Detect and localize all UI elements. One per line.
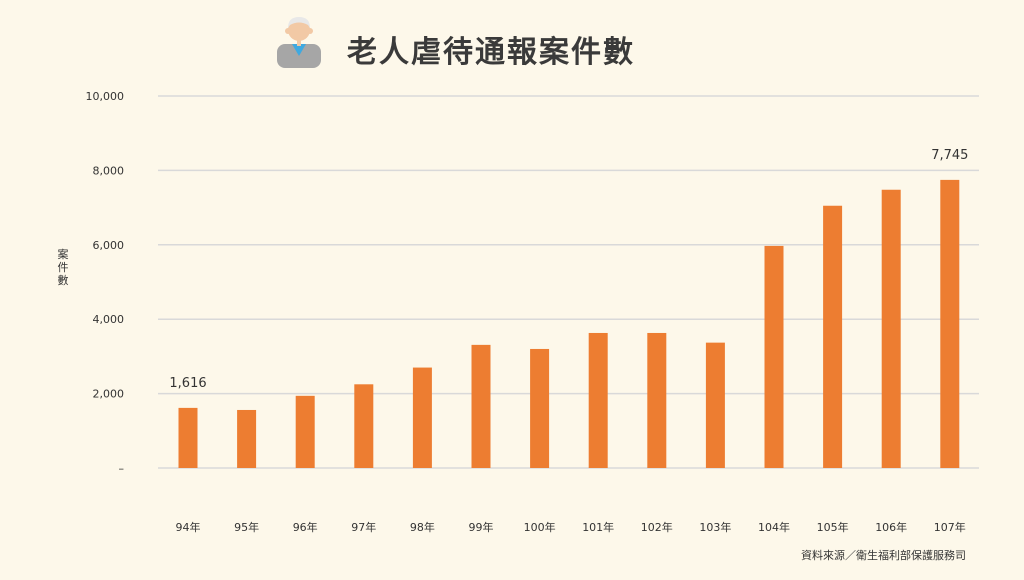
data-labels: 1,616 7,745: [169, 148, 968, 391]
x-tick-label: 107年: [934, 520, 966, 534]
y-tick-label: 8,000: [93, 164, 125, 177]
bar-105年: [823, 205, 843, 469]
bar-100年: [530, 348, 550, 468]
gridlines: [158, 95, 979, 469]
bar-97年: [354, 384, 374, 468]
bar-102年: [647, 332, 667, 468]
x-tick-label: 97年: [351, 520, 376, 534]
y-tick-label: –: [119, 462, 125, 475]
bar-96年: [295, 395, 315, 468]
x-tick-label: 101年: [582, 520, 614, 534]
y-axis-label: 案件數: [58, 247, 69, 287]
x-tick-label: 99年: [469, 520, 494, 534]
x-tick-label: 96年: [293, 520, 318, 534]
x-axis-tick-labels: 94年 95年 96年 97年 98年 99年 100年 101年 102年 103年 104年 10…: [176, 520, 966, 534]
bar-107年: [940, 179, 960, 469]
data-label: 1,616: [169, 376, 206, 391]
y-tick-label: 4,000: [93, 313, 125, 326]
bars: [178, 179, 960, 469]
y-tick-label: 10,000: [86, 90, 125, 103]
x-tick-label: 106年: [875, 520, 907, 534]
y-axis-tick-labels: – 2,000 4,000 6,000 8,000 10,000: [86, 90, 125, 475]
x-tick-label: 95年: [234, 520, 259, 534]
x-tick-label: 98年: [410, 520, 435, 534]
y-tick-label: 6,000: [93, 239, 125, 252]
x-tick-label: 104年: [758, 520, 790, 534]
x-tick-label: 94年: [176, 520, 201, 534]
source-note: 資料來源／衛生福利部保護服務司: [801, 548, 966, 562]
bar-106年: [881, 189, 901, 468]
bar-103年: [705, 342, 725, 468]
x-tick-label: 102年: [641, 520, 673, 534]
elderly-person-icon: [277, 17, 321, 68]
x-tick-label: 100年: [524, 520, 556, 534]
chart-title: 老人虐待通報案件數: [347, 35, 635, 70]
bar-101年: [588, 332, 608, 468]
bar-95年: [237, 409, 257, 468]
bar-104年: [764, 245, 784, 468]
data-label: 7,745: [931, 148, 968, 163]
y-tick-label: 2,000: [93, 388, 125, 401]
x-tick-label: 103年: [699, 520, 731, 534]
bar-98年: [412, 367, 432, 468]
x-tick-label: 105年: [817, 520, 849, 534]
bar-99年: [471, 344, 491, 468]
bar-94年: [178, 407, 198, 468]
